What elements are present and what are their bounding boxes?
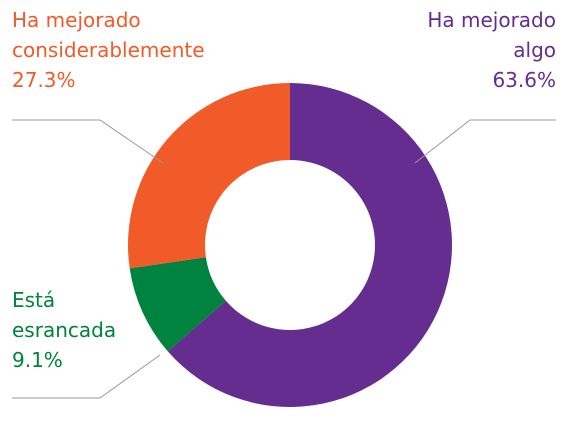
- leader-line: [12, 119, 164, 164]
- category-name: Está esrancada: [12, 288, 117, 342]
- value-label: 63.6%: [492, 68, 556, 92]
- category-name: Ha mejorado algo: [427, 8, 556, 62]
- donut-slice: [128, 83, 290, 269]
- leader-line: [12, 354, 161, 399]
- slice-label: Ha mejorado algo 63.6%: [386, 5, 556, 95]
- value-label: 9.1%: [12, 348, 63, 372]
- slice-label: Está esrancada 9.1%: [12, 285, 127, 375]
- donut-slice: [167, 83, 452, 407]
- slice-label: Ha mejorado considerablemente 27.3%: [12, 5, 252, 95]
- value-label: 27.3%: [12, 68, 76, 92]
- category-name: Ha mejorado considerablemente: [12, 8, 205, 62]
- donut-slice: [129, 257, 226, 352]
- leader-line: [414, 119, 556, 164]
